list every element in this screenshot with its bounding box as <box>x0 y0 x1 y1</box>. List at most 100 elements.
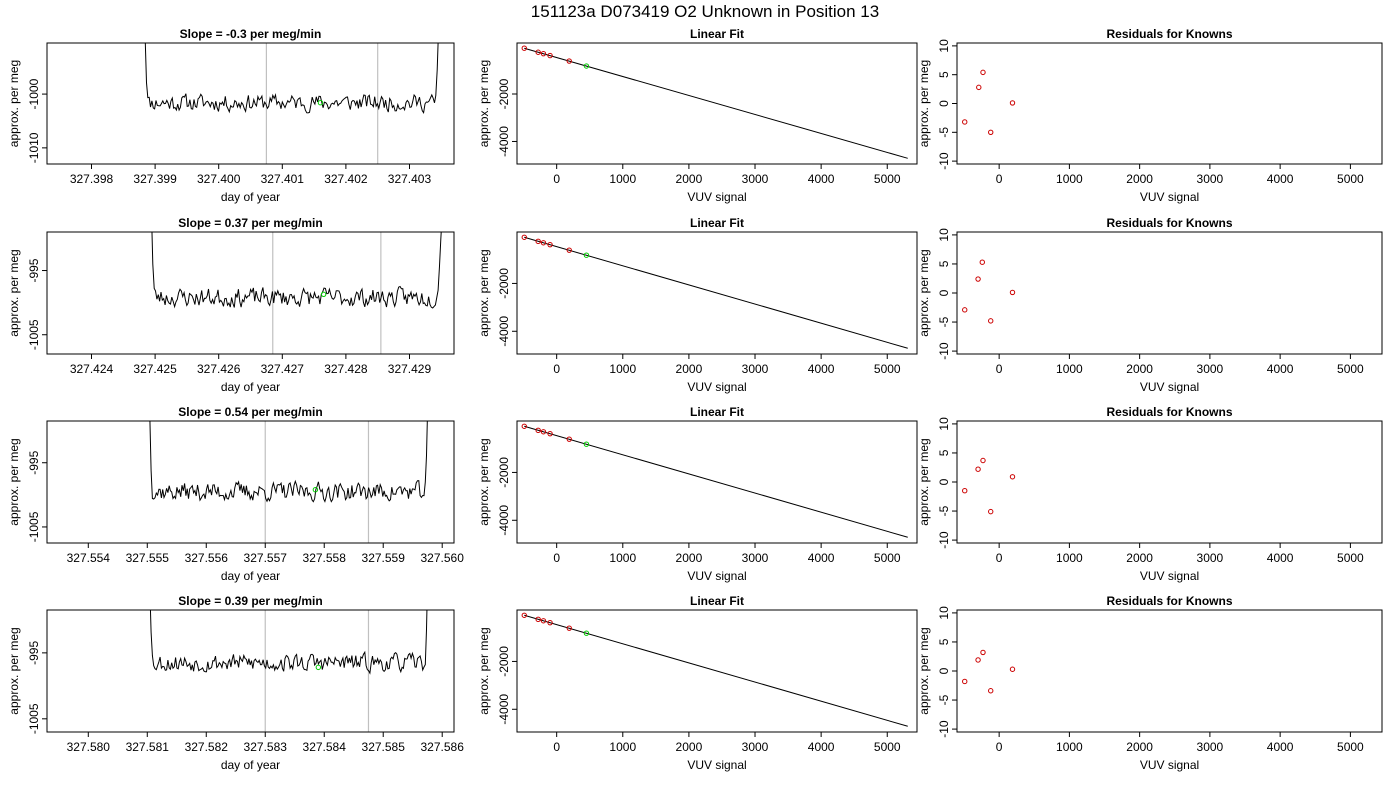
known-point <box>535 616 541 623</box>
x-tick-label: 327.585 <box>362 740 406 754</box>
residual-point <box>962 307 968 313</box>
plot-frame <box>516 420 918 544</box>
plot-frame <box>46 42 455 165</box>
x-tick-label: 327.403 <box>388 172 432 186</box>
y-tick-label: 0 <box>937 667 951 674</box>
known-point <box>566 58 572 64</box>
x-tick-label: 4000 <box>808 740 835 754</box>
residual-point <box>1009 666 1016 672</box>
known-point <box>521 45 527 51</box>
x-tick-label: 327.584 <box>303 740 347 754</box>
x-tick-label: 4000 <box>808 551 835 565</box>
x-tick-label: 3000 <box>742 362 769 376</box>
x-tick-label: 5000 <box>1337 362 1364 376</box>
x-tick-label: 4000 <box>1267 740 1294 754</box>
x-axis-label: VUV signal <box>1140 569 1199 583</box>
x-tick-label: 3000 <box>1197 740 1224 754</box>
panel-title: Slope = -0.3 per meg/min <box>180 27 322 41</box>
figure-title: 151123a D073419 O2 Unknown in Position 1… <box>531 2 879 21</box>
fit-line <box>524 425 908 538</box>
residual-point <box>988 508 994 515</box>
signal-trace <box>151 232 442 309</box>
x-tick-label: 327.426 <box>197 362 241 376</box>
x-tick-label: 5000 <box>1337 551 1364 565</box>
x-tick-label: 327.399 <box>133 172 177 186</box>
panel-residuals-3: Residuals for Knowns 0 1000 2000 3000 4000 500… <box>917 405 1383 583</box>
unknown-point <box>583 63 590 69</box>
y-axis-label: approx. per meg <box>7 60 21 147</box>
fit-line <box>524 47 908 159</box>
x-tick-label: 3000 <box>1197 172 1224 186</box>
y-tick-label: -5 <box>937 316 951 327</box>
panel-title: Linear Fit <box>690 216 744 230</box>
x-tick-label: 3000 <box>742 172 769 186</box>
panel-linear-fit-4: Linear Fit 0 1000 2000 3000 4000 5000 -2000 -400… <box>477 594 918 772</box>
x-tick-label: 327.559 <box>362 551 406 565</box>
y-tick-label: -2000 <box>497 457 511 488</box>
x-tick-label: 1000 <box>1056 551 1083 565</box>
y-tick-label: -2000 <box>497 268 511 299</box>
residual-point <box>975 276 981 282</box>
x-tick-label: 2000 <box>676 172 703 186</box>
x-tick-label: 327.424 <box>70 362 114 376</box>
residual-point <box>980 457 986 464</box>
plot-frame <box>46 420 455 544</box>
y-axis-label: approx. per meg <box>917 249 931 336</box>
x-tick-label: 5000 <box>874 740 901 754</box>
plot-frame <box>46 609 455 733</box>
known-point <box>535 49 541 55</box>
y-tick-label: -10 <box>937 720 951 738</box>
signal-trace <box>149 610 428 675</box>
x-tick-label: 1000 <box>1056 362 1083 376</box>
y-tick-label: -995 <box>27 641 41 665</box>
fit-line <box>524 236 908 349</box>
residual-point <box>1009 289 1016 296</box>
residual-point <box>980 69 986 76</box>
panel-residuals-2: Residuals for Knowns 0 1000 2000 3000 4000 500… <box>917 216 1383 394</box>
x-tick-label: 4000 <box>808 362 835 376</box>
y-tick-label: -10 <box>937 342 951 360</box>
x-tick-label: 4000 <box>1267 172 1294 186</box>
panel-title: Linear Fit <box>690 405 744 419</box>
plot-frame <box>956 609 1383 733</box>
unknown-point <box>583 630 590 636</box>
x-axis-label: VUV signal <box>1140 190 1199 204</box>
x-tick-label: 327.555 <box>126 551 170 565</box>
known-point <box>540 429 547 435</box>
x-tick-label: 327.398 <box>70 172 114 186</box>
y-tick-label: 10 <box>937 228 951 242</box>
known-point <box>540 240 547 246</box>
plot-area <box>521 612 908 727</box>
panel-linear-fit-3: Linear Fit 0 1000 2000 3000 4000 5000 -2000 -400… <box>477 405 918 583</box>
residual-point <box>988 129 994 136</box>
y-tick-label: -4000 <box>497 505 511 536</box>
panel-title: Residuals for Knowns <box>1106 594 1232 608</box>
x-tick-label: 2000 <box>1126 172 1153 186</box>
y-tick-label: 0 <box>937 289 951 296</box>
known-point <box>535 427 541 434</box>
panel-title: Linear Fit <box>690 594 744 608</box>
y-axis-label: approx. per meg <box>917 627 931 714</box>
panel-time-series-3: Slope = 0.54 per meg/min 327.554 327.555 32… <box>7 405 464 583</box>
x-tick-label: 3000 <box>742 740 769 754</box>
x-tick-label: 3000 <box>742 551 769 565</box>
x-tick-label: 2000 <box>1126 740 1153 754</box>
residual-point <box>975 657 981 663</box>
y-tick-label: 5 <box>937 449 951 456</box>
y-tick-label: -1005 <box>27 703 41 734</box>
x-tick-label: 327.556 <box>185 551 229 565</box>
x-tick-label: 5000 <box>874 362 901 376</box>
x-tick-label: 327.558 <box>303 551 347 565</box>
plot-area <box>521 423 908 538</box>
unknown-point <box>583 441 590 447</box>
panel-title: Slope = 0.37 per meg/min <box>178 216 322 230</box>
panel-time-series-4: Slope = 0.39 per meg/min 327.580 327.581 32… <box>7 594 464 772</box>
x-tick-label: 5000 <box>874 172 901 186</box>
residual-point <box>980 649 986 656</box>
unknown-point-marker <box>317 99 324 106</box>
plot-area <box>962 457 1016 515</box>
x-tick-label: 327.582 <box>185 740 229 754</box>
x-tick-label: 327.581 <box>126 740 170 754</box>
residual-point <box>976 84 982 91</box>
x-tick-label: 4000 <box>1267 362 1294 376</box>
